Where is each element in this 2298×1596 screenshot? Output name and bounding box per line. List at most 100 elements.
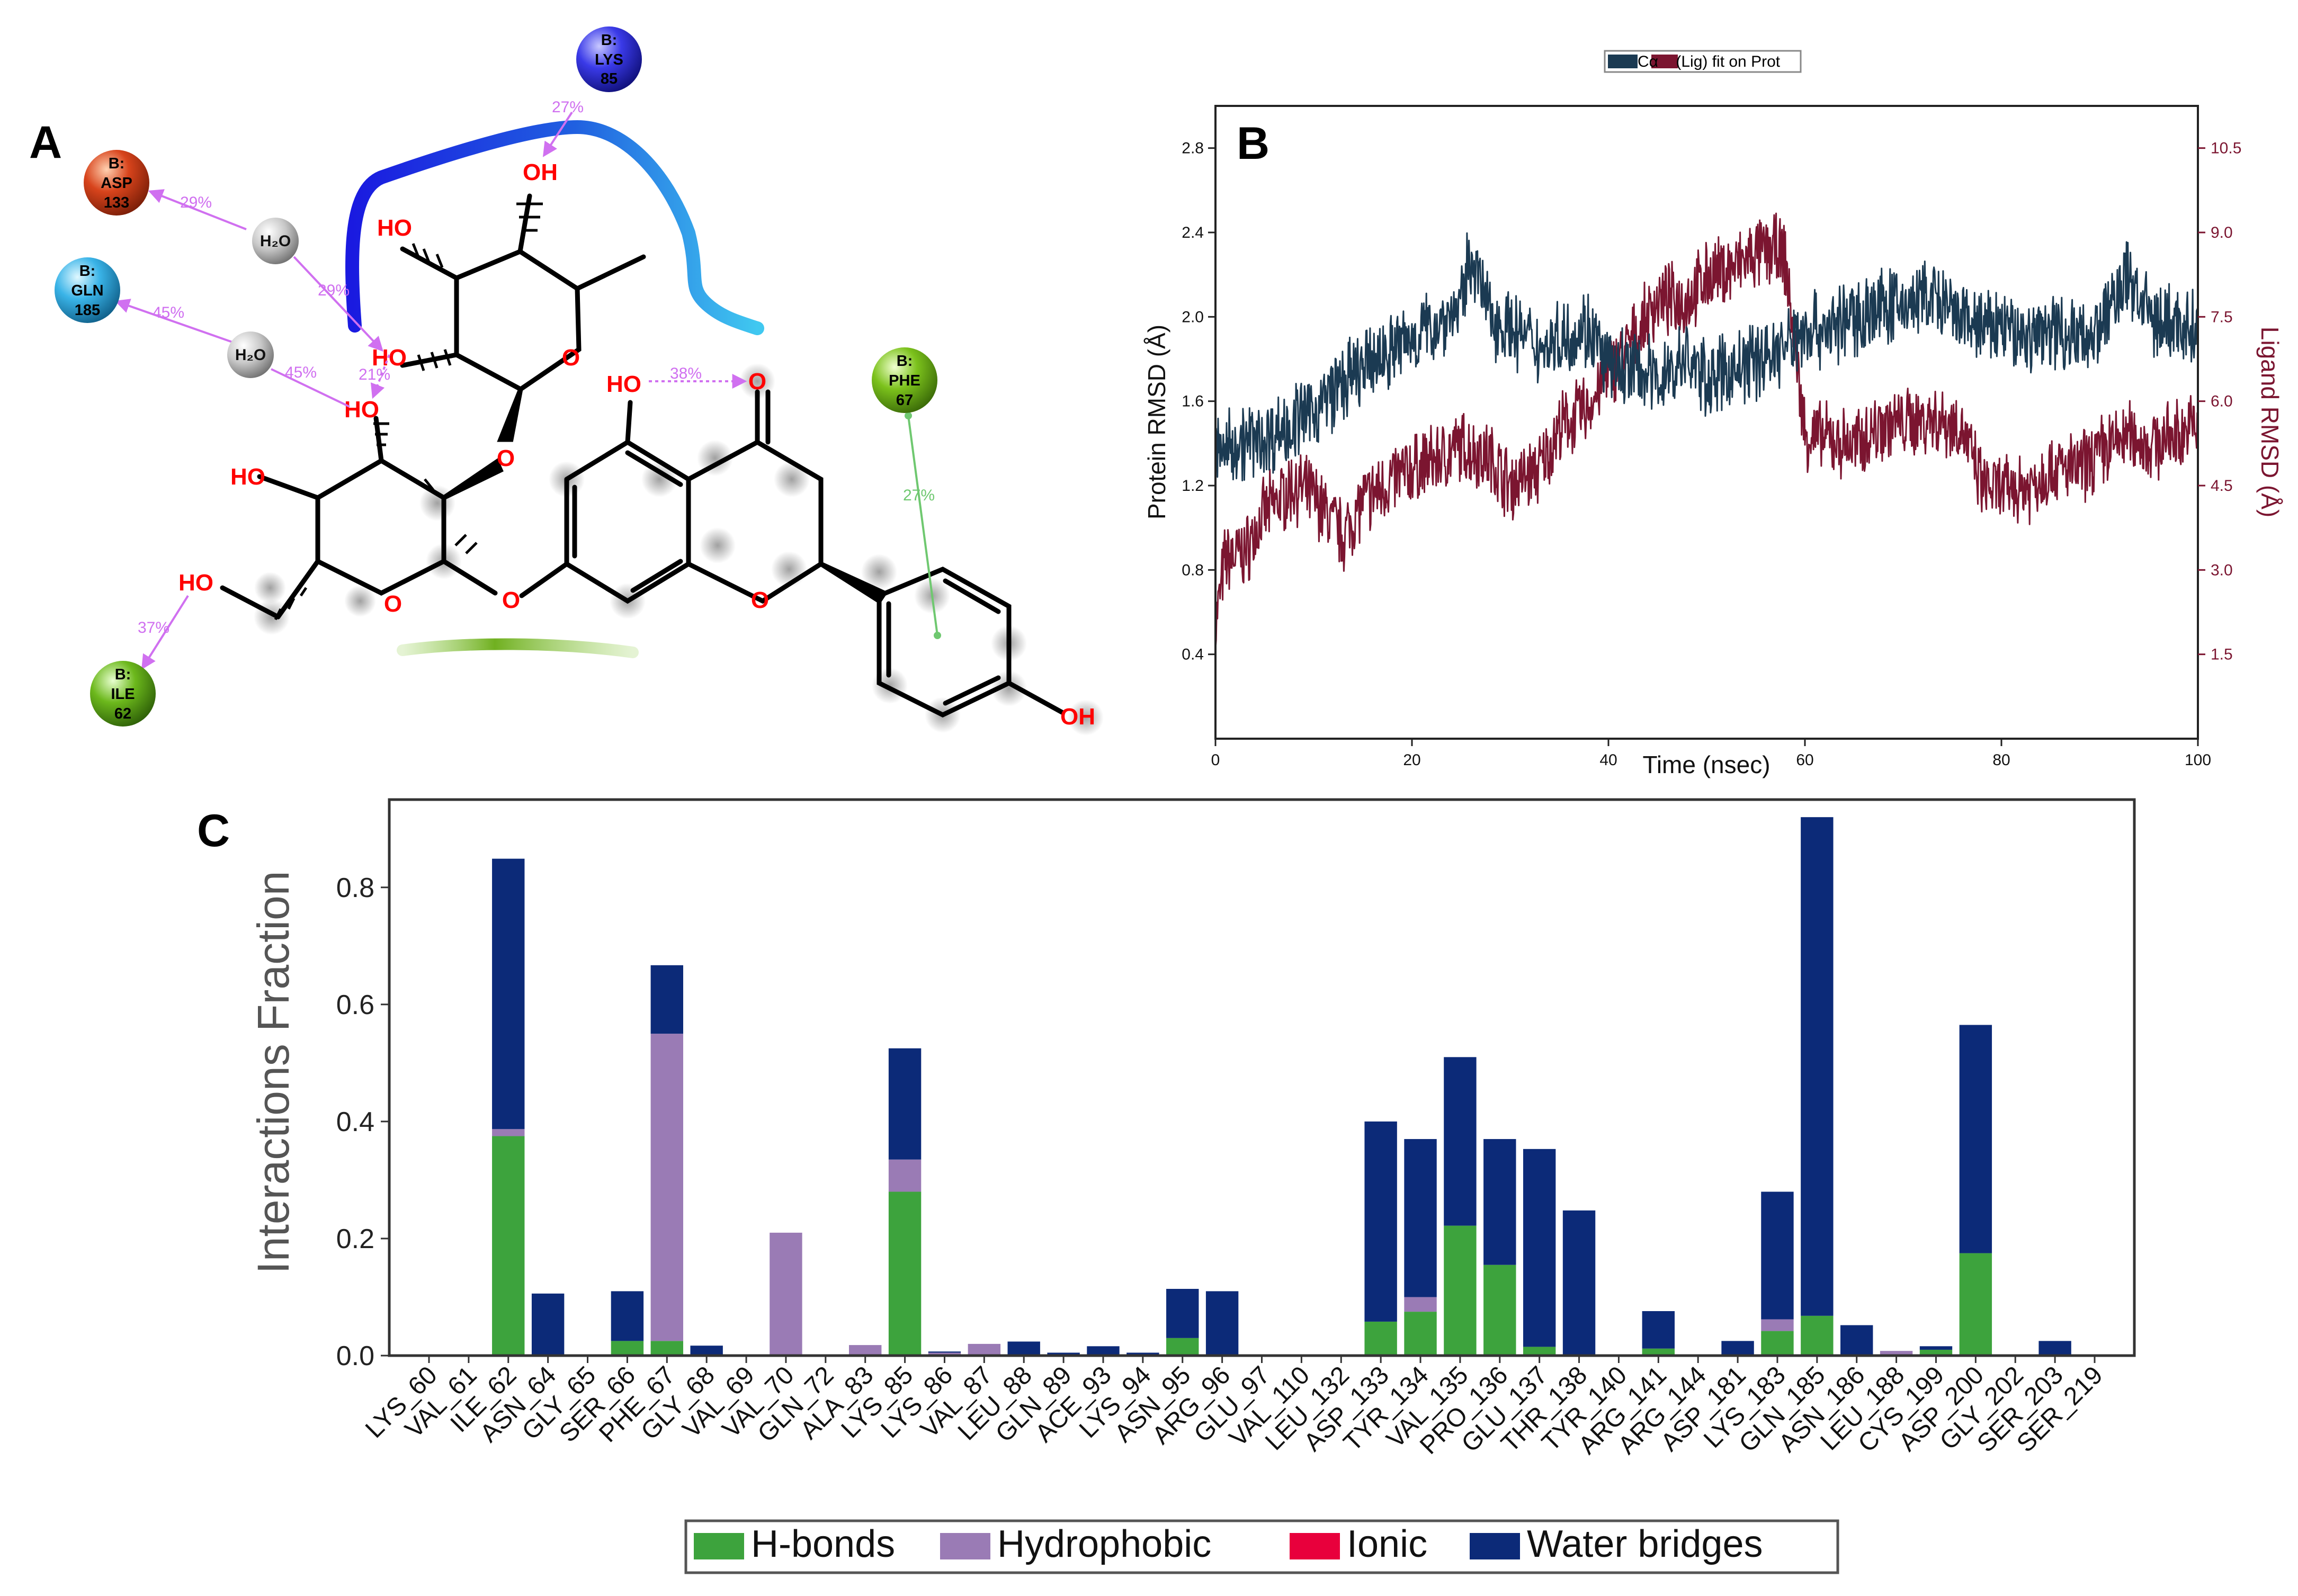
ligand-rmsd-line: [1214, 212, 2199, 650]
svg-text:LYS: LYS: [595, 51, 623, 68]
water-label: H₂O: [260, 232, 291, 250]
hash-bonds: [274, 202, 543, 621]
bar-water-leu-88: [1007, 1341, 1040, 1356]
y-tick-label: 2.0: [1182, 308, 1204, 326]
svg-text:ILE: ILE: [111, 686, 135, 703]
water-1: H₂O: [252, 218, 299, 264]
ho-label: HO: [377, 215, 412, 241]
svg-text:ASP: ASP: [101, 175, 132, 192]
bar-water-tyr-134: [1404, 1139, 1437, 1297]
panel-a-letter: A: [29, 117, 62, 168]
bar-hbond-gln-185: [1801, 1315, 1834, 1356]
y-tick-label: 0.2: [336, 1224, 374, 1254]
bar-hbond-asn-95: [1166, 1338, 1199, 1356]
ho-label: HO: [178, 570, 213, 596]
y-tick-label: 0.4: [1182, 646, 1204, 663]
bar-hydrophobic-val-70: [770, 1232, 802, 1356]
bar-water-gly-68: [690, 1346, 723, 1356]
asp133-percent: 29%: [180, 194, 212, 211]
water1-percent: 29%: [318, 282, 350, 299]
y-tick-label: 0.6: [336, 990, 374, 1020]
residue-lys85: B: LYS 85: [576, 26, 642, 92]
bar-water-ile-62: [492, 858, 525, 1129]
y-tick-label: 2.8: [1182, 140, 1204, 157]
bar-water-asp-181: [1721, 1341, 1754, 1356]
rmsd-x-label: Time (nsec): [1642, 751, 1770, 778]
y-right-tick-label: 1.5: [2211, 646, 2233, 663]
bar-hydrophobic-lys-86: [928, 1352, 961, 1356]
bar-hbond-asp-200: [1959, 1253, 1992, 1356]
bar-water-lys-183: [1761, 1191, 1794, 1320]
interaction-percentages: 27% 29% 29% 45% 45% 21% 38% 37%: [138, 98, 702, 636]
o-label: O: [751, 587, 769, 613]
bar-hbond-asp-133: [1364, 1321, 1397, 1356]
panel-c-interaction-bars: C LYS_60VAL_61ILE_62ASN_64GLY_65SER_66PH…: [197, 798, 2136, 1574]
ligand-skeleton: [220, 193, 1065, 718]
water-label: H₂O: [235, 346, 266, 364]
panel-c-letter: C: [197, 805, 230, 856]
bar-water-arg-141: [1642, 1311, 1675, 1349]
exposure-halos: [254, 363, 1104, 736]
bar-hbond-lys-85: [888, 1191, 922, 1356]
y-right-tick-label: 9.0: [2211, 224, 2233, 241]
oh-label: OH: [1060, 704, 1095, 730]
o-label: O: [502, 587, 520, 613]
bar-hydrophobic-phe-67: [650, 1034, 683, 1341]
ho-38-percent: 38%: [670, 365, 702, 382]
bar-hbond-phe-67: [650, 1341, 683, 1356]
bar-hbond-glu-137: [1523, 1347, 1556, 1356]
rmsd-plot-area: [1214, 212, 2199, 650]
y-right-tick-label: 3.0: [2211, 561, 2233, 579]
bar-hydrophobic-tyr-134: [1404, 1297, 1437, 1312]
legend-swatch-ionic: [1290, 1533, 1340, 1559]
y-right-tick-label: 4.5: [2211, 477, 2233, 495]
bar-hbond-tyr-134: [1404, 1312, 1437, 1356]
ile62-percent: 37%: [138, 619, 169, 636]
y-tick-label: 0.8: [1182, 561, 1204, 579]
x-tick-label: 60: [1796, 751, 1813, 769]
y-tick-label: 0.8: [336, 873, 374, 903]
rmsd-axes: 0 20 40 60 80 100 0.4 0.8 1.2 1.6 2.0 2.4 2.8 1.5 3.0 4…: [1182, 140, 2241, 769]
residue-gln185: B: GLN 185: [55, 257, 120, 323]
x-tick-label: 0: [1211, 751, 1220, 769]
interaction-bars: [492, 817, 2071, 1356]
bar-water-cys-199: [1919, 1346, 1953, 1350]
ho-label: HO: [606, 371, 641, 397]
y-tick-label: 0.0: [336, 1341, 374, 1371]
o-label: O: [562, 345, 580, 371]
bar-hydrophobic-leu-188: [1880, 1351, 1913, 1356]
bar-hydrophobic-ala-83: [848, 1345, 882, 1356]
bar-water-val-135: [1444, 1057, 1477, 1226]
pi-stack-line: [905, 412, 941, 639]
bar-water-asp-200: [1959, 1025, 1992, 1253]
x-tick-label: 100: [2185, 751, 2211, 769]
bar-water-lys-85: [888, 1048, 922, 1160]
legend-swatch-ligand: [1651, 55, 1678, 68]
bar-water-asn-95: [1166, 1289, 1199, 1338]
o-label: O: [384, 591, 402, 617]
bar-hbond-lys-183: [1761, 1331, 1794, 1356]
interaction-legend: H-bonds Hydrophobic Ionic Water bridges: [684, 1519, 1839, 1574]
y-tick-label: 0.4: [336, 1107, 374, 1137]
svg-text:67: 67: [896, 392, 913, 409]
bar-hbond-pro-136: [1483, 1265, 1516, 1356]
bar-hydrophobic-lys-85: [888, 1159, 922, 1192]
bar-water-ser-66: [611, 1291, 644, 1341]
legend-swatch-hbond: [694, 1533, 744, 1559]
o-label: O: [748, 369, 766, 394]
legend-swatch-hydrophobic: [940, 1533, 990, 1559]
bar-hydrophobic-ile-62: [492, 1129, 525, 1136]
interaction-y-label: Interactions Fraction: [248, 871, 298, 1274]
phe67-percent: 27%: [903, 487, 935, 504]
x-tick-label: 80: [1992, 751, 2010, 769]
legend-label-hbond: H-bonds: [751, 1523, 895, 1565]
bar-water-asn-186: [1840, 1325, 1873, 1356]
y-tick-label: 1.6: [1182, 393, 1204, 410]
bar-hbond-ile-62: [492, 1136, 525, 1356]
ho-label: HO: [344, 397, 379, 423]
x-tick-label: 20: [1403, 751, 1420, 769]
bar-water-glu-137: [1523, 1149, 1556, 1347]
bar-water-thr-138: [1562, 1210, 1596, 1355]
residue-asp133: B: ASP 133: [84, 150, 149, 216]
hydrophobic-patch: [397, 638, 639, 658]
